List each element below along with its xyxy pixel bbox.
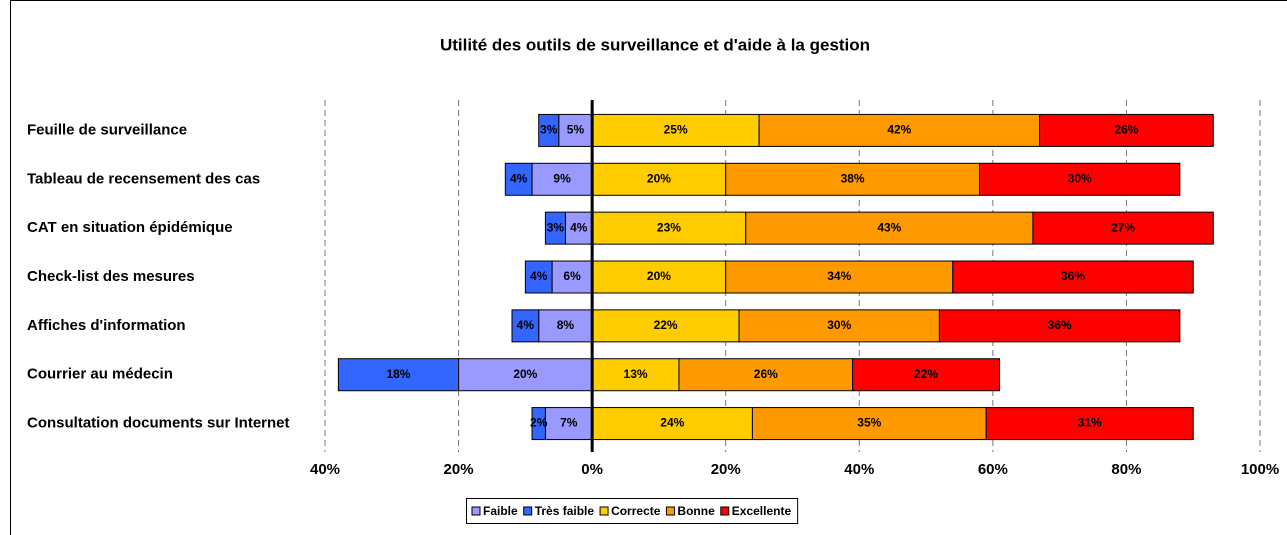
bar-segment <box>511 309 540 343</box>
value-label: 42% <box>887 123 911 137</box>
value-label: 4% <box>517 318 535 332</box>
bar-segment <box>544 211 566 245</box>
legend-frame <box>466 498 799 524</box>
bar-segment <box>591 113 760 147</box>
value-label: 31% <box>1078 416 1102 430</box>
legend-label: Bonne <box>677 504 715 518</box>
bar-segment <box>531 407 546 441</box>
x-tick-label: 40% <box>310 461 340 478</box>
value-label: 20% <box>647 269 671 283</box>
category-label: Feuille de surveillance <box>27 121 187 138</box>
legend-label: Correcte <box>611 504 661 518</box>
value-label: 3% <box>540 123 558 137</box>
bar-segment <box>852 358 1001 392</box>
value-label: 23% <box>657 220 681 234</box>
bar-segment <box>1032 211 1214 245</box>
value-label: 26% <box>1114 123 1138 137</box>
legend-swatch <box>665 506 675 516</box>
value-label: 35% <box>857 416 881 430</box>
value-label: 34% <box>827 269 851 283</box>
x-tick-label: 80% <box>1111 461 1141 478</box>
bar-segment <box>745 211 1034 245</box>
bar-segment <box>504 162 533 196</box>
category-label: Courrier au médecin <box>27 366 173 383</box>
x-tick-label: 20% <box>711 461 741 478</box>
x-tick-label: 60% <box>978 461 1008 478</box>
value-label: 9% <box>553 171 571 185</box>
legend-swatch <box>523 506 533 516</box>
value-label: 36% <box>1061 269 1085 283</box>
x-tick-label: 20% <box>444 461 474 478</box>
value-label: 3% <box>547 220 565 234</box>
x-tick-label: 40% <box>844 461 874 478</box>
bar-segment <box>758 113 1041 147</box>
value-label: 25% <box>664 123 688 137</box>
bar-segment <box>979 162 1181 196</box>
value-label: 38% <box>841 171 865 185</box>
bar-segment <box>544 407 593 441</box>
chart-title: Utilité des outils de surveillance et d'… <box>440 35 870 54</box>
value-label: 18% <box>386 367 410 381</box>
bar-segment <box>591 260 727 294</box>
value-label: 4% <box>530 269 548 283</box>
bar-segment <box>678 358 854 392</box>
value-label: 5% <box>567 123 585 137</box>
bar-segment <box>538 309 593 343</box>
bar-segment <box>952 260 1194 294</box>
bar-segment <box>538 113 560 147</box>
bar-segment <box>524 260 553 294</box>
legend-label: Excellente <box>732 504 792 518</box>
bar-segment <box>985 407 1194 441</box>
value-label: 2% <box>530 416 548 430</box>
value-label: 4% <box>570 220 588 234</box>
value-label: 8% <box>557 318 575 332</box>
legend-swatch <box>599 506 609 516</box>
value-label: 30% <box>827 318 851 332</box>
value-label: 30% <box>1068 171 1092 185</box>
legend-label: Faible <box>483 504 518 518</box>
legend-label: Très faible <box>535 504 595 518</box>
bar-segment <box>458 358 593 392</box>
legend-swatch <box>471 506 481 516</box>
legend: Faible Très faible Correcte Bonne Excellente <box>466 498 799 524</box>
bar-segment <box>938 309 1181 343</box>
x-tick-label: 0% <box>581 461 603 478</box>
bar-segment <box>591 211 747 245</box>
value-label: 7% <box>560 416 578 430</box>
value-label: 20% <box>647 171 671 185</box>
bar-segment <box>738 309 940 343</box>
value-label: 43% <box>877 220 901 234</box>
legend-swatch <box>720 506 730 516</box>
bar-segment <box>337 358 460 392</box>
value-label: 24% <box>660 416 684 430</box>
value-label: 6% <box>563 269 581 283</box>
category-label: Check-list des mesures <box>27 268 195 285</box>
category-label: Affiches d'information <box>27 317 186 334</box>
value-label: 27% <box>1111 220 1135 234</box>
value-label: 4% <box>510 171 528 185</box>
value-label: 22% <box>914 367 938 381</box>
value-label: 20% <box>513 367 537 381</box>
bar-segment <box>591 309 740 343</box>
value-label: 13% <box>624 367 648 381</box>
category-label: Consultation documents sur Internet <box>27 415 290 432</box>
x-tick-label: 100% <box>1241 461 1279 478</box>
value-label: 26% <box>754 367 778 381</box>
bar-segment <box>725 162 981 196</box>
bar-segment <box>1039 113 1214 147</box>
value-label: 36% <box>1048 318 1072 332</box>
category-label: Tableau de recensement des cas <box>27 170 260 187</box>
category-label: CAT en situation épidémique <box>27 219 233 236</box>
value-label: 22% <box>654 318 678 332</box>
chart-frame <box>10 0 1287 535</box>
